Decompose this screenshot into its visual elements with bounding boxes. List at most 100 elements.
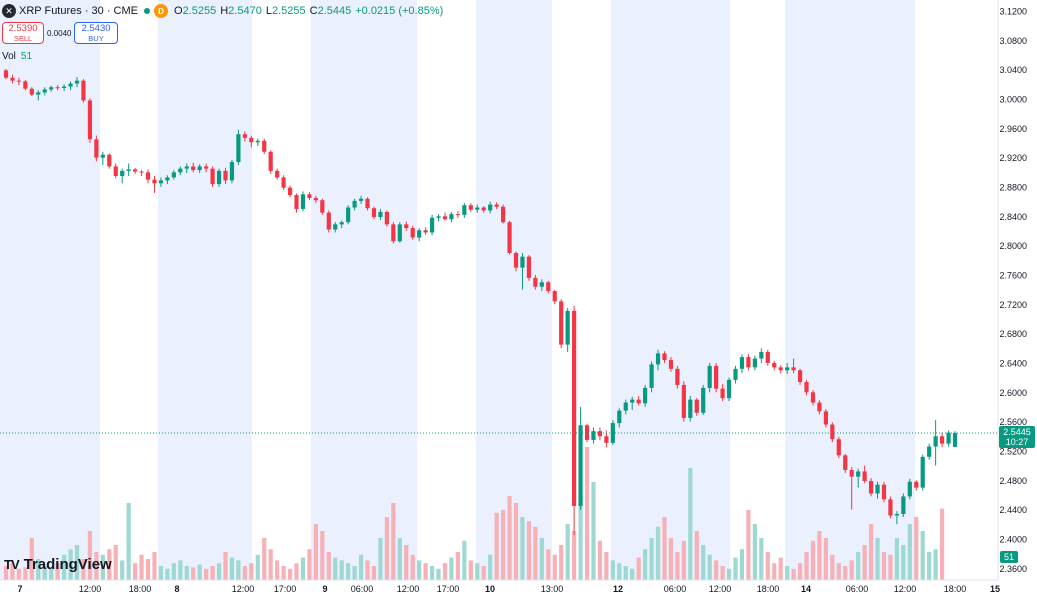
candle[interactable] <box>785 362 790 374</box>
candle[interactable] <box>249 135 254 148</box>
candle[interactable] <box>752 355 757 371</box>
candle[interactable] <box>139 170 144 176</box>
candle[interactable] <box>29 87 34 97</box>
candle[interactable] <box>81 79 86 103</box>
candle[interactable] <box>3 68 9 80</box>
candle[interactable] <box>204 163 209 173</box>
candle[interactable] <box>526 255 532 281</box>
candle[interactable] <box>442 212 448 221</box>
candle[interactable] <box>320 198 325 215</box>
candle[interactable] <box>171 170 176 180</box>
candle[interactable] <box>630 396 635 410</box>
candle[interactable] <box>42 87 47 96</box>
candle[interactable] <box>462 203 467 218</box>
candle[interactable] <box>772 360 777 371</box>
candle[interactable] <box>275 168 280 180</box>
candle[interactable] <box>158 177 164 187</box>
candle[interactable] <box>281 175 286 190</box>
candle[interactable] <box>300 191 306 212</box>
candle[interactable] <box>875 481 880 499</box>
symbol-title[interactable]: XRP Futures · 30 · CME <box>19 5 138 17</box>
candle[interactable] <box>488 201 493 214</box>
candle[interactable] <box>23 79 28 91</box>
candle[interactable] <box>649 361 654 393</box>
candle[interactable] <box>739 354 745 374</box>
delayed-data-badge[interactable]: D <box>154 4 168 18</box>
candle[interactable] <box>901 493 906 517</box>
candle[interactable] <box>384 210 389 227</box>
candle[interactable] <box>10 74 15 84</box>
candle[interactable] <box>145 169 151 184</box>
time-axis[interactable]: 7 12:00 18:00 8 12:00 17:00 9 06:00 12:00 17:00 10… <box>17 584 1000 594</box>
candle[interactable] <box>216 168 222 187</box>
sell-button[interactable]: 2.5390 SELL <box>2 22 44 44</box>
candle[interactable] <box>894 511 899 525</box>
candle[interactable] <box>617 408 622 428</box>
candle[interactable] <box>830 422 835 443</box>
candle[interactable] <box>636 395 641 406</box>
candle[interactable] <box>578 406 583 510</box>
candle[interactable] <box>720 384 725 402</box>
candle[interactable] <box>268 150 273 174</box>
candle[interactable] <box>326 210 331 233</box>
candle[interactable] <box>429 214 435 236</box>
candle[interactable] <box>817 400 822 415</box>
candle[interactable] <box>668 357 674 372</box>
candle[interactable] <box>746 354 751 371</box>
candle[interactable] <box>572 305 577 536</box>
candle[interactable] <box>197 164 202 174</box>
candle[interactable] <box>520 252 525 290</box>
candle[interactable] <box>868 478 874 497</box>
candle[interactable] <box>765 349 770 366</box>
candle[interactable] <box>397 222 402 243</box>
candle[interactable] <box>365 197 370 211</box>
candle[interactable] <box>449 211 454 223</box>
candle[interactable] <box>107 153 112 169</box>
candle[interactable] <box>546 280 551 294</box>
candle[interactable] <box>404 221 409 231</box>
candle[interactable] <box>539 279 544 292</box>
candle[interactable] <box>914 480 919 491</box>
candle[interactable] <box>939 432 945 448</box>
candle[interactable] <box>236 129 241 165</box>
candle[interactable] <box>417 228 422 242</box>
candle[interactable] <box>500 204 506 224</box>
candle[interactable] <box>643 384 648 407</box>
volume-legend[interactable]: Vol 51 <box>2 51 32 62</box>
price-axis[interactable]: 3.1200 3.0800 3.0400 3.0000 2.9600 2.9200 2.88… <box>999 6 1027 573</box>
candle[interactable] <box>507 220 512 255</box>
candle[interactable] <box>294 193 299 213</box>
candle[interactable] <box>242 131 247 142</box>
candle[interactable] <box>113 163 118 179</box>
candle[interactable] <box>778 365 783 374</box>
candle[interactable] <box>662 351 667 363</box>
candle[interactable] <box>804 379 809 396</box>
candle[interactable] <box>333 222 338 233</box>
candle[interactable] <box>843 453 848 473</box>
candle[interactable] <box>927 443 932 460</box>
candle[interactable] <box>707 362 712 393</box>
candle[interactable] <box>533 274 538 290</box>
candle[interactable] <box>120 168 125 184</box>
candle[interactable] <box>823 409 828 428</box>
candle[interactable] <box>907 478 912 500</box>
candle[interactable] <box>494 202 499 209</box>
candle[interactable] <box>681 381 686 422</box>
candle[interactable] <box>55 85 60 91</box>
candle[interactable] <box>126 163 131 176</box>
candle[interactable] <box>87 98 93 143</box>
candle[interactable] <box>559 299 564 349</box>
candle[interactable] <box>675 365 680 389</box>
candle[interactable] <box>436 214 441 222</box>
candle[interactable] <box>552 289 557 305</box>
candle[interactable] <box>733 365 738 384</box>
candle[interactable] <box>378 208 383 220</box>
candle[interactable] <box>223 167 228 185</box>
candle[interactable] <box>339 220 344 229</box>
candle[interactable] <box>791 358 796 374</box>
candle[interactable] <box>36 90 41 101</box>
candle[interactable] <box>655 349 661 371</box>
candle[interactable] <box>584 423 590 443</box>
candle[interactable] <box>849 467 854 510</box>
candle[interactable] <box>597 427 603 440</box>
